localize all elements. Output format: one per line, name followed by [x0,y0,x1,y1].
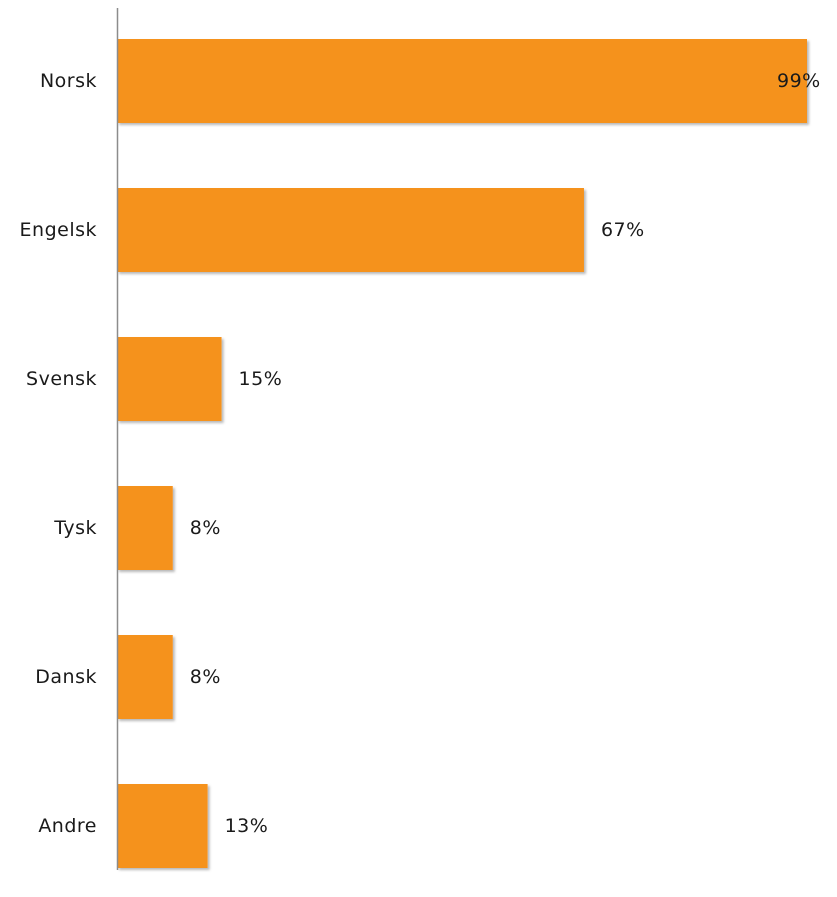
bar-norsk [117,39,807,123]
bars-group [117,39,807,868]
value-label-svensk: 15% [239,368,283,390]
category-label-tysk: Tysk [53,517,97,539]
category-label-svensk: Svensk [26,368,97,390]
category-label-andre: Andre [38,815,97,837]
value-label-tysk: 8% [190,517,221,539]
category-label-engelsk: Engelsk [20,219,97,241]
bar-tysk [117,486,173,570]
bar-andre [117,784,208,868]
value-label-engelsk: 67% [601,219,645,241]
value-label-andre: 13% [225,815,269,837]
value-label-dansk: 8% [190,666,221,688]
category-label-norsk: Norsk [40,70,97,92]
bar-svensk [117,337,222,421]
category-label-dansk: Dansk [35,666,97,688]
bar-dansk [117,635,173,719]
labels-group: Norsk 99% Engelsk 67% Svensk 15% Tysk 8% Dansk 8%… [20,70,821,837]
bar-engelsk [117,188,584,272]
value-label-norsk: 99% [777,70,821,92]
